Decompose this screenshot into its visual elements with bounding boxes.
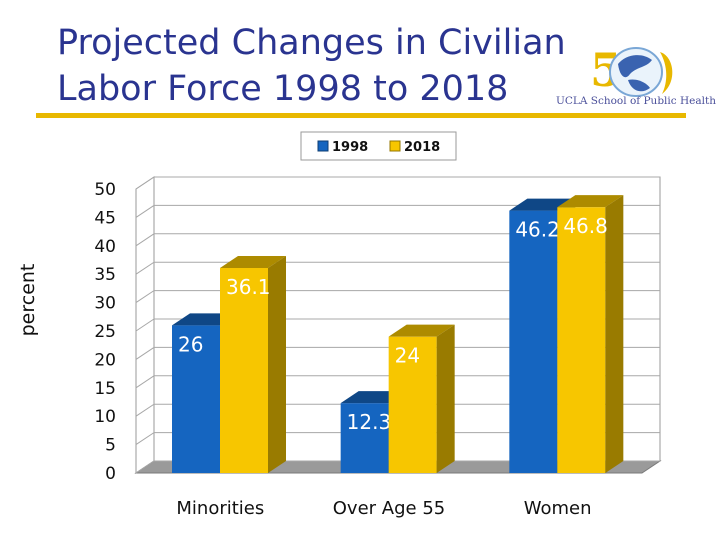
- gridline: [135, 460, 660, 474]
- category-labels: Minorities Over Age 55 Women: [176, 498, 591, 519]
- legend-swatch-2018: [389, 140, 401, 152]
- legend-swatch-1998: [317, 140, 329, 152]
- bar-side: [436, 324, 455, 473]
- gridline: [135, 346, 660, 360]
- slide-title: Projected Changes in Civilian Labor Forc…: [57, 23, 566, 109]
- gridline: [135, 261, 660, 275]
- gridline: [135, 375, 660, 389]
- data-label: 26: [178, 332, 203, 356]
- y-tick-label: 35: [94, 265, 116, 285]
- gridline: [135, 403, 660, 417]
- globe-icon: 5: [590, 43, 673, 97]
- category-label: Minorities: [176, 498, 264, 519]
- bar-top: [220, 255, 286, 268]
- data-label: 36.1: [226, 275, 271, 299]
- bar-front: [340, 403, 389, 473]
- logo-caption: UCLA School of Public Health: [556, 95, 716, 107]
- y-tick-label: 30: [94, 294, 116, 314]
- bar-front: [557, 207, 606, 473]
- y-tick-label: 10: [94, 407, 116, 427]
- y-tick-label: 25: [94, 322, 116, 342]
- ucla-logo: 5: [590, 43, 673, 97]
- legend-label-1998: 1998: [332, 140, 368, 155]
- title-divider: [36, 113, 686, 118]
- bar-top: [388, 324, 455, 337]
- category-label: Women: [524, 498, 592, 519]
- bar-front: [172, 325, 220, 473]
- data-label: 24: [395, 344, 420, 368]
- legend: 1998 2018: [300, 131, 457, 161]
- gridline: [135, 233, 660, 247]
- bar-side: [268, 255, 286, 473]
- y-tick-label: 15: [94, 379, 116, 399]
- gridlines: [135, 176, 660, 474]
- bar-front: [388, 336, 437, 473]
- bar-2018-minorities: 36.1: [220, 255, 286, 473]
- category-label: Over Age 55: [333, 498, 445, 519]
- gridline: [135, 432, 660, 446]
- bar-side: [605, 195, 624, 473]
- y-tick-label: 45: [94, 208, 116, 228]
- gridline: [135, 204, 660, 218]
- gridline: [135, 290, 660, 304]
- bar-2018-over-age-55: 24: [388, 324, 455, 473]
- y-tick-labels: 0 5 10 15 20 25 30 35 40 45 50: [94, 180, 116, 484]
- data-label: 46.8: [563, 214, 608, 238]
- bar-2018-women: 46.8: [557, 195, 624, 473]
- y-tick-label: 5: [105, 436, 116, 456]
- bar-front: [220, 267, 268, 473]
- data-label: 12.3: [347, 410, 392, 434]
- legend-label-2018: 2018: [404, 140, 440, 155]
- y-tick-label: 50: [94, 180, 116, 200]
- bar-front: [509, 210, 558, 474]
- y-tick-label: 40: [94, 237, 116, 257]
- gridline: [135, 318, 660, 332]
- y-tick-label: 20: [94, 350, 116, 370]
- bar-top: [557, 195, 624, 208]
- data-label: 46.2: [515, 218, 560, 242]
- bar-chart: 0 5 10 15 20 25 30 35 40 45 50 26 36.1 12.3 24 46.2 46.…: [94, 131, 662, 519]
- y-tick-label: 0: [105, 464, 116, 484]
- bars: 26 36.1 12.3 24 46.2 46.8: [172, 195, 624, 474]
- gridline: [135, 176, 660, 190]
